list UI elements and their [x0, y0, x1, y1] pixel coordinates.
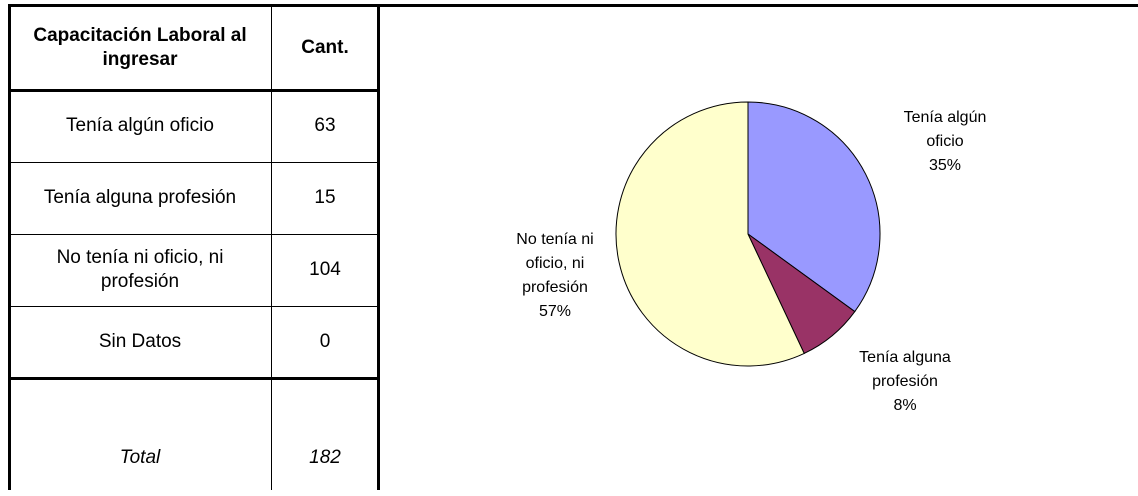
- slice-label: No tenía ni oficio, ni profesión: [516, 231, 594, 296]
- slice-value-label: 35%: [928, 157, 962, 174]
- border: [377, 4, 380, 490]
- border: [8, 306, 379, 307]
- row-value: 104: [309, 259, 341, 281]
- row-label: Tenía alguna profesión: [43, 187, 237, 209]
- row-label: No tenía ni oficio, ni profesión: [56, 247, 224, 292]
- header-cell: Capacitación Laboral al ingresar: [33, 24, 247, 70]
- pie-slice: [615, 101, 805, 367]
- border: [8, 4, 1138, 7]
- row-value: 0: [319, 331, 331, 353]
- slice-label: Tenía algún oficio: [903, 109, 987, 150]
- slice-value-label: 8%: [893, 397, 917, 414]
- slice-label: Tenía alguna profesión: [859, 349, 951, 390]
- border: [8, 234, 379, 235]
- row-value: 63: [314, 115, 336, 137]
- border: [8, 89, 379, 92]
- border: [8, 377, 379, 380]
- header-cell: Cant.: [301, 36, 349, 58]
- total-value: 182: [309, 447, 341, 469]
- row-label: Sin Datos: [98, 331, 182, 353]
- border: [8, 4, 11, 490]
- row-value: 15: [314, 187, 336, 209]
- row-label: Tenía algún oficio: [66, 115, 214, 137]
- border: [8, 162, 379, 163]
- pie-slice: [747, 101, 881, 313]
- slice-value-label: 57%: [538, 303, 572, 320]
- border: [271, 4, 272, 490]
- total-label: Total: [119, 447, 161, 469]
